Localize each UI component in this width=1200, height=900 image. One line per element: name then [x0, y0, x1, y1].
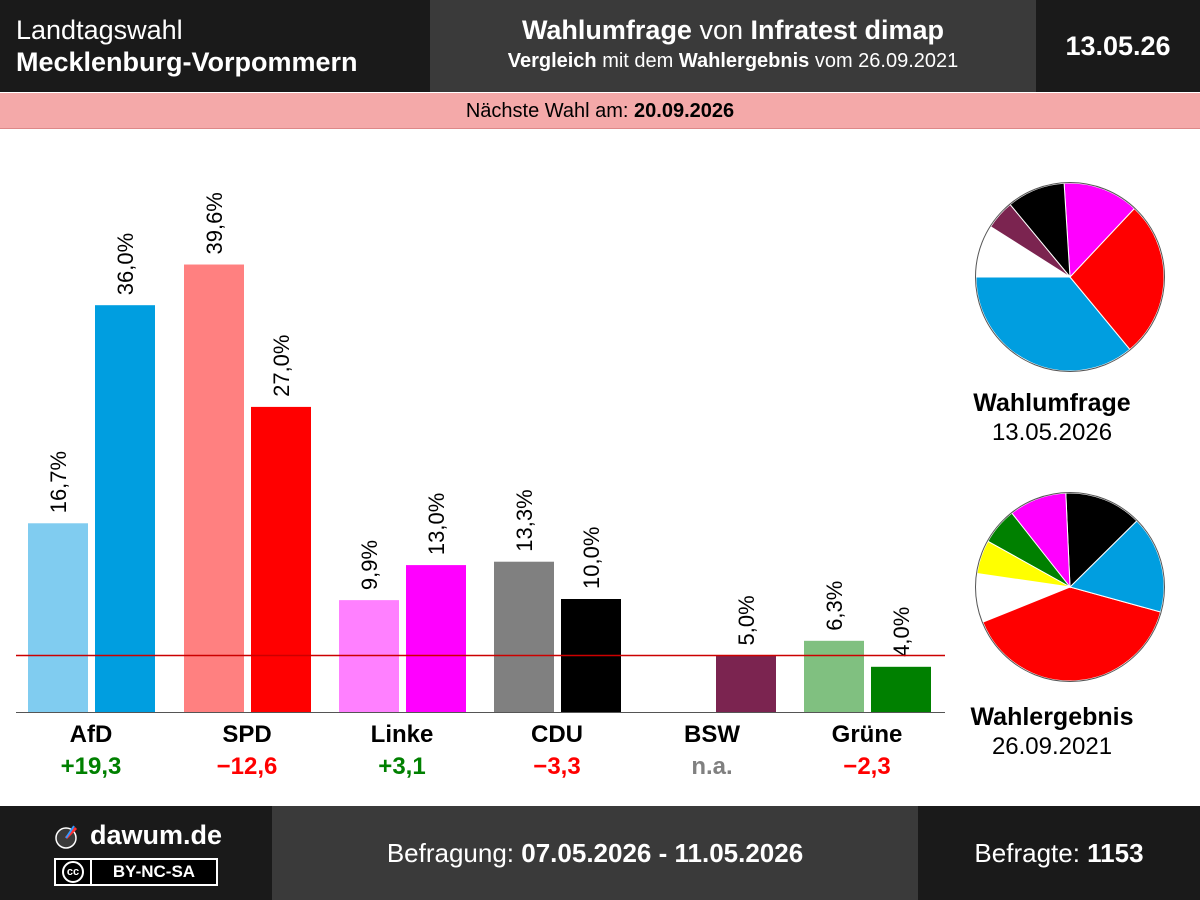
- bar-value-grne-result: 6,3%: [822, 581, 847, 631]
- poll-subtitle: Vergleich mit dem Wahlergebnis vom 26.09…: [507, 50, 959, 72]
- dawum-logo-icon: [55, 824, 78, 849]
- cc-icon: cc: [56, 860, 90, 884]
- bar-value-linke-poll: 13,0%: [424, 493, 449, 555]
- bar-spd-result: [184, 264, 244, 712]
- pie-chart-poll: [975, 182, 1165, 372]
- bar-value-grne-poll: 4,0%: [889, 607, 914, 657]
- respondents: Befragte: 1153: [918, 806, 1200, 900]
- pie-result-date: 26.09.2021: [991, 733, 1113, 760]
- category-label-spd: SPD: [222, 721, 271, 748]
- survey-period-value: 07.05.2026 - 11.05.2026: [521, 838, 804, 868]
- header-date: 13.05.26: [1036, 0, 1200, 92]
- category-label-linke: Linke: [371, 721, 434, 748]
- change-label-spd: −12,6: [217, 753, 278, 780]
- pie-result-caption: Wahlergebnis 26.09.2021: [967, 702, 1137, 762]
- bar-value-bsw-poll: 5,0%: [734, 595, 759, 645]
- bar-value-cdu-result: 13,3%: [512, 489, 537, 551]
- pie-poll-date: 13.05.2026: [991, 419, 1113, 446]
- bar-afd-result: [28, 523, 88, 712]
- bar-value-afd-poll: 36,0%: [113, 233, 138, 295]
- category-label-cdu: CDU: [531, 721, 583, 748]
- pie-result-slice-spd: [982, 586, 1162, 682]
- poll-title: Wahlumfrage von Infratest dimap: [521, 15, 945, 45]
- election-type: Landtagswahl: [16, 15, 183, 45]
- bar-cdu-result: [494, 561, 554, 712]
- pie-chart-result: [975, 492, 1165, 682]
- pie-result-outline: [975, 492, 1165, 682]
- footer-brand: dawum.de cc BY-NC-SA: [0, 806, 272, 900]
- bar-afd-poll: [95, 305, 155, 712]
- change-label-cdu: −3,3: [533, 753, 580, 780]
- change-label-grne: −2,3: [843, 753, 890, 780]
- bar-group: 16,7% 36,0% AfD +19,3 39,6% 27,0% SPD −12,6 9,9%…: [16, 192, 945, 780]
- next-election-date: 20.09.2026: [634, 100, 735, 122]
- pie-result-slice-afd: [1069, 520, 1165, 613]
- survey-period-label: Befragung:: [386, 838, 522, 868]
- logo-text: dawum.de: [90, 820, 223, 850]
- poll-chart: 16,7% 36,0% AfD +19,3 39,6% 27,0% SPD −12,6 9,9%…: [16, 182, 1165, 780]
- pie-poll-slice-linke: [1063, 182, 1136, 279]
- respondents-label: Befragte:: [974, 838, 1088, 868]
- bar-value-linke-result: 9,9%: [357, 540, 382, 590]
- bar-grne-poll: [871, 666, 931, 712]
- next-election-label: Nächste Wahl am:: [465, 100, 635, 122]
- header-title-block: Wahlumfrage von Infratest dimap Vergleic…: [430, 0, 1036, 92]
- change-label-linke: +3,1: [378, 753, 425, 780]
- state-name: Mecklenburg-Vorpommern: [16, 47, 358, 77]
- dawum-logo[interactable]: dawum.de: [54, 820, 222, 851]
- category-label-afd: AfD: [70, 721, 113, 748]
- pie-poll-slice-afd: [975, 276, 1131, 372]
- bar-bsw-poll: [716, 655, 776, 712]
- respondents-value: 1153: [1087, 838, 1144, 868]
- next-election-banner: Nächste Wahl am: 20.09.2026: [0, 93, 1200, 129]
- pie-result-slice-fdp: [976, 540, 1071, 588]
- change-label-afd: +19,3: [61, 753, 122, 780]
- pie-poll-outline: [975, 182, 1165, 372]
- license-badge[interactable]: cc BY-NC-SA: [54, 858, 218, 886]
- pie-result-title: Wahlergebnis: [970, 703, 1134, 731]
- bar-value-cdu-poll: 10,0%: [579, 527, 604, 589]
- pie-poll-slice-bsw: [989, 203, 1071, 278]
- bar-spd-poll: [251, 406, 311, 712]
- survey-period: Befragung: 07.05.2026 - 11.05.2026: [272, 806, 918, 900]
- bar-value-afd-result: 16,7%: [46, 451, 71, 513]
- bar-linke-poll: [406, 565, 466, 712]
- change-label-bsw: n.a.: [691, 753, 732, 780]
- category-label-grne: Grüne: [832, 721, 903, 748]
- pie-poll-caption: Wahlumfrage 13.05.2026: [967, 388, 1137, 448]
- bar-grne-result: [804, 640, 864, 712]
- bar-value-spd-poll: 27,0%: [269, 335, 294, 397]
- bar-value-spd-result: 39,6%: [202, 192, 227, 254]
- license-text: BY-NC-SA: [92, 860, 216, 884]
- header-region: Landtagswahl Mecklenburg-Vorpommern: [0, 0, 430, 92]
- category-label-bsw: BSW: [684, 721, 740, 748]
- pie-poll-title: Wahlumfrage: [973, 389, 1131, 417]
